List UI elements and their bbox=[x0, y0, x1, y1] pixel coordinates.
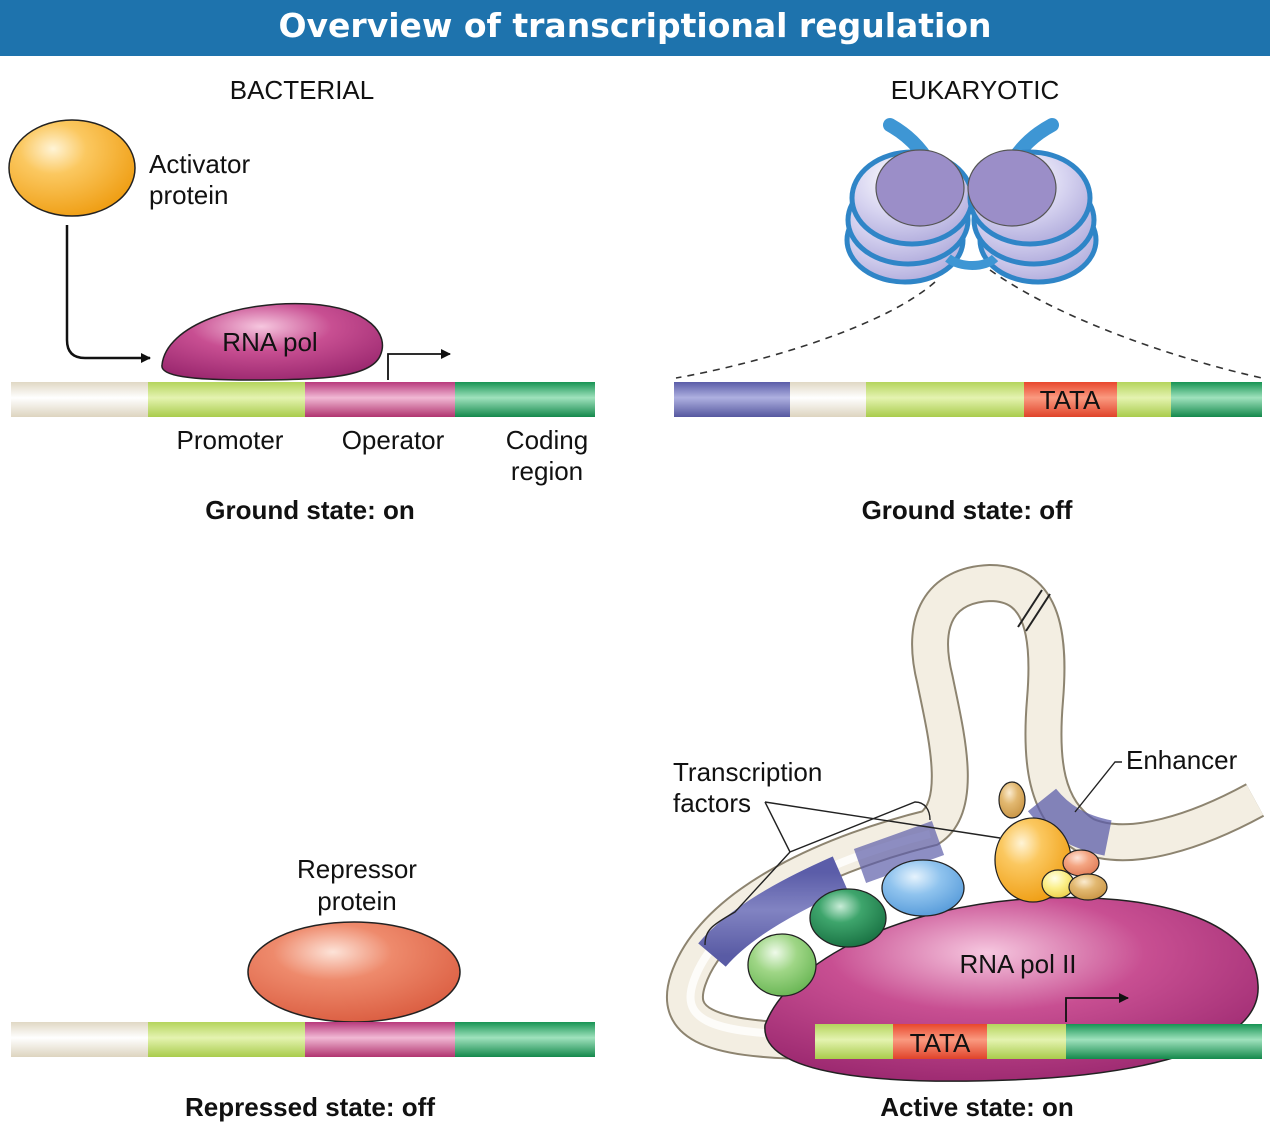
bacterial-dna-bottom bbox=[11, 1022, 595, 1057]
eukaryotic-active-state: RNA pol II TATA Transcription factors bbox=[665, 563, 1265, 1122]
title-banner: Overview of transcriptional regulation bbox=[0, 0, 1270, 56]
promoter-segment-euk-2 bbox=[1117, 382, 1171, 417]
bacterial-ground-state: Activator protein RNA pol Promoter Opera… bbox=[8, 119, 595, 525]
eukaryotic-ground-state: TATA Ground state: off bbox=[674, 118, 1263, 525]
transcription-factor-lightgreen bbox=[747, 933, 817, 997]
transcription-factors-label-line2: factors bbox=[673, 788, 751, 818]
activator-binding-arrow bbox=[65, 225, 151, 363]
operator-segment bbox=[305, 382, 455, 417]
activator-protein-shape bbox=[8, 119, 136, 217]
activator-label-line1: Activator bbox=[149, 149, 250, 179]
transcription-start-arrow bbox=[387, 349, 451, 380]
activator-label-line2: protein bbox=[149, 180, 229, 210]
promoter-segment-euk bbox=[866, 382, 1024, 417]
coding-segment-active bbox=[1066, 1024, 1262, 1059]
coding-region-segment-2 bbox=[455, 1022, 595, 1057]
repressed-state-caption: Repressed state: off bbox=[185, 1092, 435, 1122]
operator-segment-2 bbox=[305, 1022, 455, 1057]
transcription-factors-pointer-2 bbox=[764, 801, 1001, 839]
promoter-segment-active bbox=[815, 1024, 893, 1059]
zoom-line-left bbox=[675, 281, 936, 379]
tata-label: TATA bbox=[1040, 385, 1101, 415]
transcription-factor-blue bbox=[881, 859, 965, 917]
eukaryotic-ground-state-caption: Ground state: off bbox=[862, 495, 1073, 525]
transcription-factors-pointer-1 bbox=[764, 801, 791, 853]
operator-label: Operator bbox=[342, 425, 445, 455]
repressor-label-line1: Repressor bbox=[297, 854, 417, 884]
promoter-segment-2 bbox=[148, 1022, 305, 1057]
active-state-caption: Active state: on bbox=[880, 1092, 1074, 1122]
tata-segment bbox=[1024, 382, 1117, 417]
promoter-segment bbox=[148, 382, 305, 417]
coding-segment-euk bbox=[1171, 382, 1262, 417]
promoter-label: Promoter bbox=[177, 425, 284, 455]
nucleosome-pair bbox=[844, 118, 1099, 285]
dna-upstream-segment-2 bbox=[11, 1022, 148, 1057]
transcription-factor-tan-2 bbox=[1068, 873, 1108, 901]
transcription-factor-tan bbox=[998, 781, 1026, 819]
enhancer-pointer bbox=[1074, 761, 1122, 813]
break-mark-2 bbox=[1025, 593, 1051, 632]
rna-pol-shape bbox=[161, 302, 384, 381]
enhancer-label: Enhancer bbox=[1126, 745, 1238, 775]
histone-left-core bbox=[875, 149, 965, 227]
enhancer-segment bbox=[674, 382, 790, 417]
transcription-factor-salmon bbox=[1062, 849, 1100, 877]
eukaryotic-dna-bottom bbox=[815, 1024, 1262, 1059]
eukaryotic-heading: EUKARYOTIC bbox=[891, 75, 1060, 105]
dna-upstream-segment bbox=[11, 382, 148, 417]
promoter-segment-active-2 bbox=[987, 1024, 1066, 1059]
transcription-factors-label-line1: Transcription bbox=[673, 757, 822, 787]
bacterial-repressed-state: Repressor protein Repressed state: off bbox=[11, 854, 595, 1122]
rna-pol-label: RNA pol bbox=[222, 327, 317, 357]
enhancer-band bbox=[1027, 788, 1112, 856]
bacterial-ground-state-caption: Ground state: on bbox=[205, 495, 414, 525]
rna-pol-ii-label: RNA pol II bbox=[959, 949, 1076, 979]
transcription-factor-darkgreen bbox=[809, 888, 887, 948]
linker-dna bbox=[945, 254, 999, 270]
eukaryotic-dna-top bbox=[674, 382, 1262, 417]
bacterial-dna-top bbox=[11, 382, 595, 417]
coding-label-line1: Coding bbox=[506, 425, 588, 455]
proximal-element-band-2 bbox=[853, 820, 944, 883]
tata-segment-active bbox=[893, 1024, 987, 1059]
coding-region-segment bbox=[455, 382, 595, 417]
figure-title: Overview of transcriptional regulation bbox=[278, 6, 992, 45]
break-mark-1 bbox=[1017, 589, 1043, 628]
spacer-segment bbox=[790, 382, 866, 417]
bacterial-heading: BACTERIAL bbox=[230, 75, 375, 105]
dna-loop-highlight bbox=[686, 830, 931, 1039]
coding-label-line2: region bbox=[511, 456, 583, 486]
repressor-label-line2: protein bbox=[317, 886, 397, 916]
zoom-line-right bbox=[989, 269, 1263, 379]
repressor-protein-shape bbox=[247, 921, 461, 1023]
tata-label-active: TATA bbox=[910, 1028, 971, 1058]
transcription-start-arrow-euk bbox=[1065, 993, 1129, 1022]
histone-right-core bbox=[967, 149, 1057, 227]
